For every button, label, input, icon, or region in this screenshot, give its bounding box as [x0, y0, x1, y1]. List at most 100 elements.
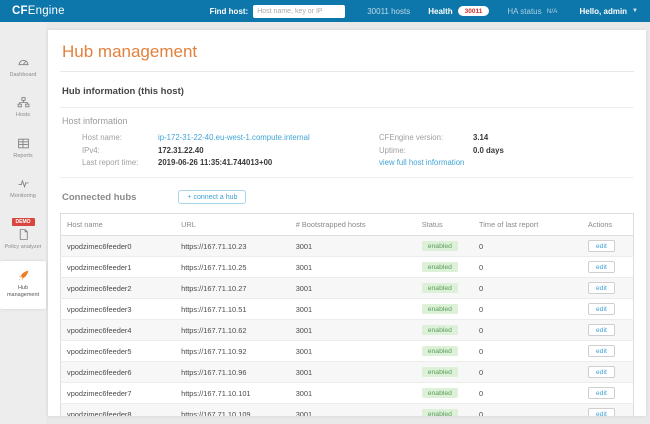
cfengine-logo[interactable]: CFEngine — [12, 5, 65, 17]
column-header-actions: Actions — [581, 213, 634, 236]
monitoring-icon — [18, 179, 28, 189]
hub-bootstrapped-count-cell: 3001 — [295, 304, 313, 314]
last-report-label: Last report time: — [82, 158, 139, 167]
host-name-label: Host name: — [82, 133, 122, 142]
edit-button[interactable]: edit — [587, 261, 615, 273]
hub-url-cell: https://167.71.10.51 — [181, 304, 247, 314]
hubs-table-body: vpodzimec6feeder0 https://167.71.10.23 300… — [60, 235, 634, 417]
hub-status-cell: enabled — [416, 236, 473, 257]
hub-url-cell: https://167.71.10.96 — [181, 367, 247, 377]
hub-url-cell: https://167.71.10.27 — [181, 283, 247, 293]
hub-last-report-cell: 0 — [479, 283, 484, 293]
hub-status-cell: enabled — [416, 383, 473, 404]
edit-button[interactable]: edit — [587, 387, 615, 399]
edit-button[interactable]: edit — [587, 303, 615, 315]
uptime-value: 0.0 days — [473, 145, 504, 155]
hub-status-cell: enabled — [416, 404, 473, 416]
host-information-grid: Host name: ip-172-31-22-40.eu-west-1.com… — [82, 133, 634, 167]
hub-actions-cell: edit — [582, 404, 634, 416]
status-badge: enabled — [421, 304, 458, 315]
find-host-input[interactable] — [253, 4, 346, 18]
ipv4-label: IPv4: — [82, 145, 100, 155]
hub-actions-cell: edit — [582, 362, 634, 383]
connect-a-hub-button[interactable]: + connect a hub — [178, 190, 247, 204]
policy-analyzer-icon — [19, 229, 28, 241]
hub-host-name-cell: vpodzimec6feeder2 — [67, 283, 132, 293]
hub-bootstrapped-count-cell: 3001 — [295, 262, 313, 272]
title-divider — [60, 71, 634, 72]
uptime-label: Uptime: — [379, 145, 406, 155]
hub-actions-cell: edit — [582, 383, 634, 404]
status-badge: enabled — [421, 367, 458, 378]
connected-hubs-table: Host name URL # Bootstrapped hosts Statu… — [60, 213, 634, 416]
top-navbar: CFEngine Find host: 30011 hosts Health 3… — [0, 0, 650, 22]
reports-icon — [17, 138, 29, 149]
user-menu[interactable]: Hello, admin ▼ — [579, 7, 638, 16]
status-badge: enabled — [421, 262, 458, 273]
column-header-url: URL — [175, 213, 290, 236]
edit-button[interactable]: edit — [587, 366, 615, 378]
table-row: vpodzimec6feeder6 https://167.71.10.96 300… — [60, 361, 634, 383]
table-row: vpodzimec6feeder3 https://167.71.10.51 300… — [60, 298, 634, 320]
hub-status-cell: enabled — [416, 362, 473, 383]
hub-bootstrapped-count-cell: 3001 — [295, 325, 313, 335]
view-full-host-information-link[interactable]: view full host information — [379, 158, 465, 167]
sidebar-item-hub-management[interactable]: Hub management — [0, 260, 46, 309]
hub-host-name-cell: vpodzimec6feeder0 — [67, 241, 132, 251]
status-badge: enabled — [421, 409, 458, 416]
table-row: vpodzimec6feeder0 https://167.71.10.23 300… — [60, 235, 634, 257]
hub-actions-cell: edit — [582, 341, 634, 362]
column-header-host-name: Host name — [60, 213, 176, 236]
health-indicator[interactable]: Health 30011 — [428, 6, 490, 16]
sidebar-item-hosts[interactable]: Hosts — [0, 88, 46, 128]
table-row: vpodzimec6feeder7 https://167.71.10.101 30… — [60, 382, 634, 404]
edit-button[interactable]: edit — [587, 240, 615, 252]
host-name-link[interactable]: ip-172-31-22-40.eu-west-1.compute.intern… — [158, 133, 310, 142]
hub-url-cell: https://167.71.10.109 — [181, 409, 251, 417]
hub-status-cell: enabled — [416, 278, 473, 299]
hub-bootstrapped-count-cell: 3001 — [295, 367, 313, 377]
status-badge: enabled — [421, 388, 458, 399]
hub-last-report-cell: 0 — [479, 388, 484, 398]
sidebar-item-label: Hosts — [15, 112, 31, 119]
main-content: Hub management Hub information (this hos… — [48, 30, 646, 416]
hub-actions-cell: edit — [582, 236, 634, 257]
status-badge: enabled — [421, 241, 458, 252]
sidebar-item-monitoring[interactable]: Monitoring — [0, 169, 46, 209]
sidebar-item-reports[interactable]: Reports — [0, 129, 46, 169]
table-row: vpodzimec6feeder1 https://167.71.10.25 300… — [60, 256, 634, 278]
sidebar-item-policy-analyzer[interactable]: DEMO Policy analyzer — [0, 210, 46, 261]
find-host-label: Find host: — [209, 6, 249, 16]
sidebar-item-dashboard[interactable]: Dashboard — [0, 48, 46, 88]
hub-url-cell: https://167.71.10.101 — [181, 388, 251, 398]
table-row: vpodzimec6feeder5 https://167.71.10.92 300… — [60, 340, 634, 362]
hub-actions-cell: edit — [582, 257, 634, 278]
hub-host-name-cell: vpodzimec6feeder5 — [67, 346, 132, 356]
edit-button[interactable]: edit — [587, 345, 615, 357]
hub-status-cell: enabled — [416, 299, 473, 320]
hub-management-rocket-icon — [18, 270, 28, 281]
hub-bootstrapped-count-cell: 3001 — [295, 409, 313, 417]
hub-last-report-cell: 0 — [479, 241, 484, 251]
edit-button[interactable]: edit — [587, 324, 615, 336]
connected-hubs-title: Connected hubs — [62, 191, 137, 203]
version-label: CFEngine version: — [379, 133, 444, 142]
host-information-panel: Host information Host name: ip-172-31-22… — [60, 107, 634, 178]
dashboard-icon — [18, 59, 28, 66]
column-header-status: Status — [415, 213, 474, 236]
hub-information-heading: Hub information (this host) — [62, 86, 184, 97]
last-report-value: 2019-06-26 11:35:41.744013+00 — [158, 158, 273, 167]
hosts-count[interactable]: 30011 hosts — [367, 6, 411, 16]
sidebar-item-label: Policy analyzer — [4, 244, 42, 251]
page-title: Hub management — [62, 42, 198, 61]
hub-last-report-cell: 0 — [479, 367, 484, 377]
hub-last-report-cell: 0 — [479, 346, 484, 356]
hub-bootstrapped-count-cell: 3001 — [295, 388, 313, 398]
edit-button[interactable]: edit — [587, 408, 615, 416]
ha-status-label: HA status — [507, 6, 542, 16]
chevron-down-icon: ▼ — [632, 8, 638, 14]
hub-actions-cell: edit — [582, 320, 634, 341]
edit-button[interactable]: edit — [587, 282, 615, 294]
hub-url-cell: https://167.71.10.25 — [181, 262, 247, 272]
hub-bootstrapped-count-cell: 3001 — [295, 241, 313, 251]
